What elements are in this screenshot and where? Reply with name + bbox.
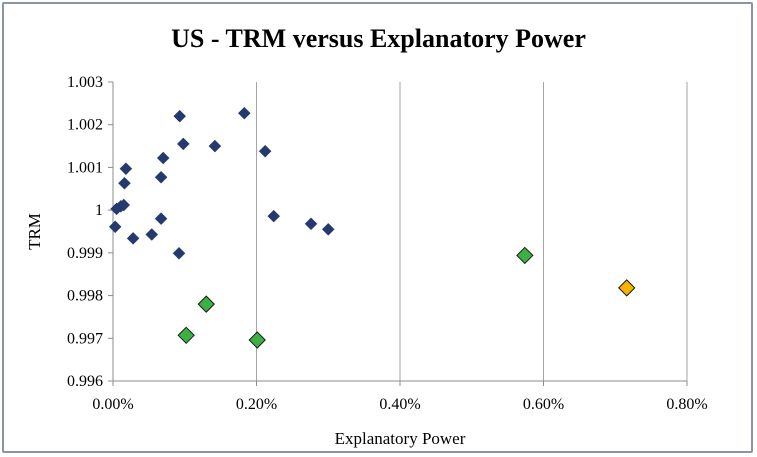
- y-tick-label: 1.003: [67, 74, 103, 91]
- data-point-green: [177, 326, 195, 345]
- data-point-green: [516, 246, 534, 265]
- data-points: [108, 106, 636, 349]
- x-tick-label: 0.40%: [379, 396, 420, 413]
- data-point-navy: [173, 109, 187, 123]
- data-point-green: [197, 295, 215, 313]
- y-tick-label: 0.997: [67, 330, 103, 347]
- data-point-navy: [258, 144, 272, 158]
- y-tick-label: 1.002: [67, 117, 103, 134]
- data-point-navy: [154, 212, 168, 226]
- tick-labels: 0.996 0.997 0.998 0.999 1 1.001 1.002 1.003 0.00…: [67, 74, 708, 413]
- data-point-navy: [304, 217, 318, 231]
- x-tick-label: 0.00%: [92, 396, 133, 413]
- data-point-navy: [267, 209, 281, 223]
- y-axis-title: TRM: [25, 213, 44, 250]
- x-tick-label: 0.20%: [236, 396, 277, 413]
- data-point-green: [248, 331, 266, 349]
- x-axis-title: Explanatory Power: [335, 429, 466, 448]
- axes: [108, 81, 688, 386]
- data-point-navy: [176, 137, 190, 151]
- data-point-navy: [118, 176, 131, 190]
- data-point-navy: [156, 151, 170, 165]
- data-point-navy: [145, 228, 159, 241]
- y-tick-label: 0.996: [67, 373, 103, 390]
- data-point-navy: [208, 139, 222, 153]
- data-point-navy: [119, 162, 133, 176]
- data-point-navy: [237, 106, 251, 120]
- chart-frame: [2, 2, 753, 453]
- data-point-navy: [172, 246, 186, 260]
- data-point-navy: [117, 198, 131, 212]
- data-point-navy: [126, 231, 140, 245]
- data-point-yellow: [618, 279, 636, 297]
- data-point-navy: [108, 220, 122, 234]
- y-tick-label: 0.999: [67, 245, 103, 262]
- chart-title: US - TRM versus Explanatory Power: [171, 24, 586, 53]
- x-tick-label: 0.60%: [523, 396, 564, 413]
- y-tick-label: 0.998: [67, 288, 103, 305]
- y-tick-label: 1: [95, 202, 103, 219]
- data-point-navy: [321, 223, 335, 236]
- y-tick-label: 1.001: [67, 159, 103, 176]
- grid-lines: [256, 82, 688, 381]
- data-point-navy: [154, 170, 168, 184]
- x-tick-label: 0.80%: [666, 396, 707, 413]
